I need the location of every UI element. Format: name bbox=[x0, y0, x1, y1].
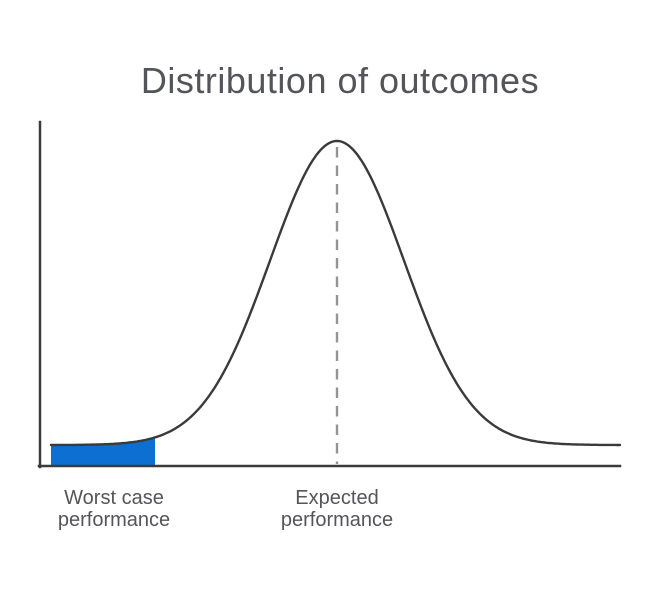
worst-case-label-line1: Worst case bbox=[64, 487, 164, 509]
worst-case-label: Worst case performance bbox=[14, 487, 214, 531]
bell-curve bbox=[49, 139, 622, 447]
chart-title: Distribution of outcomes bbox=[140, 60, 540, 101]
expected-performance-label: Expected performance bbox=[237, 487, 437, 531]
expected-label-line1: Expected bbox=[295, 487, 379, 509]
worst-case-shaded-area bbox=[51, 437, 155, 465]
worst-case-label-line2: performance bbox=[57, 509, 171, 531]
expected-label-line2: performance bbox=[280, 509, 394, 531]
